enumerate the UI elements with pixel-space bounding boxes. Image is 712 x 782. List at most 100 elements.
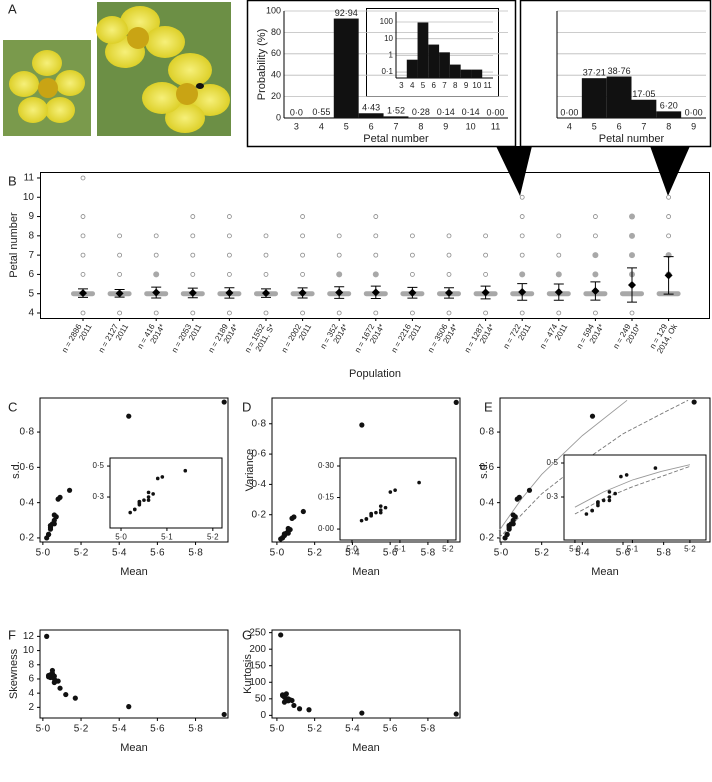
x-tick-label: 6 [617,121,622,131]
point-rare [190,310,196,316]
point-common [555,271,562,278]
point-rare [666,214,671,219]
hist-frame [246,0,517,148]
y-tick-label: 0·2 [20,533,35,544]
y-tick-label: 4 [28,308,34,319]
value-label: 0·14 [462,107,480,117]
mean [152,288,161,297]
bar [383,116,409,118]
x-tick-label: 4 [410,81,415,90]
x-tick-label: 5·8 [656,548,671,559]
y-axis-label: s.d. [10,461,22,479]
x-tick-label: 5·4 [345,724,360,735]
point [378,504,383,508]
point [51,673,57,679]
bar [656,111,682,118]
x-tick-label: 5·2 [74,548,89,559]
y-tick-label: 8 [28,230,34,241]
x-tick-label: 8 [453,81,458,90]
point [378,510,383,515]
point-rare [263,233,269,239]
plot-frame [39,629,229,719]
y-tick-label: 0 [276,112,281,122]
point-common [153,271,160,278]
bar [581,78,607,118]
point-rare [446,233,452,239]
point-rare [666,194,671,200]
x-tick-label: 5·2 [207,533,219,542]
point [374,510,378,515]
point [393,488,397,492]
point [146,498,151,502]
value-label: 0·55 [312,107,330,117]
point [57,685,63,691]
panel-label: D [242,399,251,414]
point-common [519,271,526,278]
point-rare [80,214,86,219]
point-rare [483,252,489,258]
point [306,707,312,713]
value-label: 6·20 [660,101,678,111]
mean [188,288,197,297]
point-rare [117,252,122,258]
x-tick-label: 5·8 [188,724,203,735]
point [151,492,155,496]
point [504,531,510,538]
bar [471,69,483,78]
point [291,702,297,709]
point [590,508,594,513]
point [126,704,132,710]
point [132,507,137,512]
x-tick-label: 4 [567,121,572,131]
y-tick-label: 0·8 [20,427,35,438]
point [283,691,289,697]
x-axis-label: Petal number [599,133,665,145]
point-rare [373,214,379,219]
point [378,508,383,512]
point-rare [629,310,635,316]
mean [408,288,417,297]
point-rare [556,310,562,316]
point [526,487,533,493]
x-tick-label: 5·6 [616,548,631,559]
point [613,491,617,496]
x-tick-label: 5·6 [150,724,165,735]
bar [417,22,429,78]
bar [358,113,384,118]
x-tick-label: 5 [421,81,426,90]
bar [428,44,440,78]
point [55,678,61,684]
point-rare [519,252,525,258]
y-tick-label: 0 [260,710,266,721]
point-rare [80,233,86,239]
point-rare [226,252,232,258]
y-tick-label: 0·3 [92,492,104,501]
x-axis-label: Petal number [363,133,429,145]
point-rare [409,310,415,316]
y-tick-label: 0·4 [20,497,35,508]
point [624,473,629,477]
x-tick-label: 5·2 [307,724,322,735]
point-rare [263,272,269,277]
point [510,512,516,518]
point [281,531,288,537]
y-tick-label: 0·6 [252,449,267,460]
y-axis-label: s.d. [478,461,490,479]
x-axis-label: Population [349,368,401,380]
point [453,399,459,405]
inset-frame [563,454,707,541]
point-rare [300,233,306,239]
x-tick-label: 5·2 [307,548,322,559]
panel-label: B [8,173,17,188]
x-tick-label: 5 [344,121,349,131]
point-common [592,252,599,259]
point-rare [226,310,232,316]
x-tick-label: 5·6 [383,724,398,735]
mean [628,281,636,290]
point-rare [80,272,86,277]
point [514,496,520,502]
point-rare [190,252,196,258]
point-rare [336,233,342,239]
point [296,706,303,712]
